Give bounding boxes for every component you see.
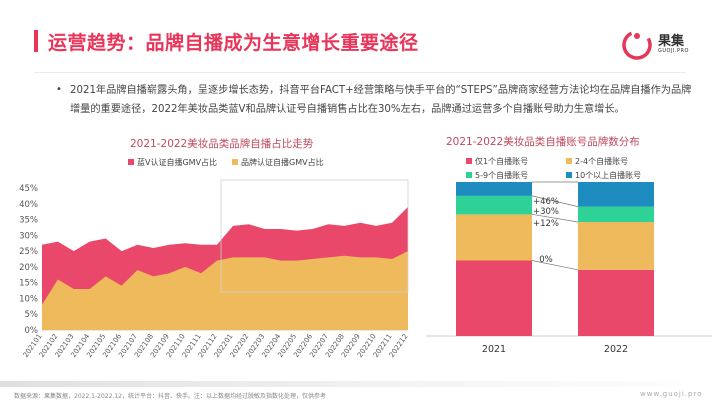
growth-annotation: +30% [533, 207, 559, 217]
legend-blue-v: 蓝V认证自播GMV占比 [128, 157, 217, 168]
legend-brand-cert: 品牌认证自播GMV占比 [232, 157, 324, 168]
y-tick-label: 40% [19, 200, 38, 210]
legend-swatch-brand-cert [232, 159, 238, 165]
legend-swatch-5-9 [466, 172, 472, 178]
legend-swatch-blue-v [128, 159, 134, 165]
bar-x-label: 2021 [482, 344, 506, 355]
bar-segment [456, 260, 532, 336]
growth-annotation: +46% [533, 197, 559, 207]
bar-chart-title: 2021-2022美妆品类自播账号品牌数分布 [446, 136, 640, 148]
title-divider [34, 72, 686, 73]
growth-annotation: 0% [539, 255, 553, 265]
y-tick-label: 35% [19, 216, 38, 226]
y-tick-label: 15% [19, 279, 38, 289]
y-tick-label: 30% [19, 231, 38, 241]
y-tick-label: 5% [25, 310, 39, 320]
page-title: 运营趋势：品牌自播成为生意增长重要途径 [48, 32, 419, 54]
legend-label-5-9: 5-9个自播账号 [475, 171, 529, 180]
footer-bar [0, 381, 720, 387]
y-tick-label: 25% [19, 247, 38, 257]
title-accent-bar [34, 30, 38, 52]
legend-swatch-10plus [566, 172, 572, 178]
brand-logo-subtext: GUOJI.PRO [658, 48, 689, 54]
legend-label-brand-cert: 品牌认证自播GMV占比 [241, 158, 324, 167]
legend-2-4: 2-4个自播账号 [566, 156, 628, 167]
stacked-bar-chart: 2021 2022 +46%+30% +12% 0% [426, 181, 712, 355]
y-tick-label: 10% [19, 294, 38, 304]
bar-segment [456, 195, 532, 215]
legend-swatch-only1 [466, 158, 472, 164]
area-series-2 [42, 251, 408, 330]
area-chart: 0%5%10%15%20%25%30%35%40%45%202101202102… [19, 179, 410, 359]
legend-label-blue-v: 蓝V认证自播GMV占比 [137, 158, 218, 167]
legend-label-only1: 仅1个自播账号 [475, 157, 529, 166]
summary-paragraph: 2021年品牌自播崭露头角，呈逐步增长态势，抖音平台FACT+经营策略与快手平台… [70, 85, 692, 115]
legend-label-10plus: 10个以上自播账号 [575, 171, 642, 180]
connector-line [531, 195, 579, 207]
bar-segment [456, 182, 532, 196]
connector-line [531, 213, 579, 223]
highlight-box [220, 179, 409, 293]
bar-segment [578, 269, 654, 336]
connector-line [531, 260, 579, 271]
area-chart-title: 2021-2022美妆品类品牌自播占比走势 [130, 138, 314, 150]
summary-bullet: • [56, 84, 62, 95]
bar-x-label: 2022 [604, 344, 628, 355]
footer-source: 数据来源：果集数据，2022.1-2022.12，统计平台：抖音、快手。注：以上… [14, 393, 326, 400]
legend-swatch-2-4 [566, 158, 572, 164]
footer-url: www.guoji.pro [640, 390, 703, 398]
y-tick-label: 45% [19, 184, 38, 194]
brand-logo-text: 果集 [658, 34, 685, 49]
y-tick-label: 20% [19, 263, 38, 273]
y-tick-label: 0% [25, 326, 39, 336]
bar-segment [578, 222, 654, 270]
brand-logo-icon [622, 30, 652, 60]
legend-5-9: 5-9个自播账号 [466, 170, 528, 181]
bar-segment [578, 206, 654, 222]
legend-only1: 仅1个自播账号 [466, 156, 528, 167]
growth-annotation: +12% [533, 219, 559, 229]
legend-label-2-4: 2-4个自播账号 [575, 157, 629, 166]
bar-segment [578, 182, 654, 207]
legend-10plus: 10个以上自播账号 [566, 170, 641, 181]
bar-segment [456, 214, 532, 261]
